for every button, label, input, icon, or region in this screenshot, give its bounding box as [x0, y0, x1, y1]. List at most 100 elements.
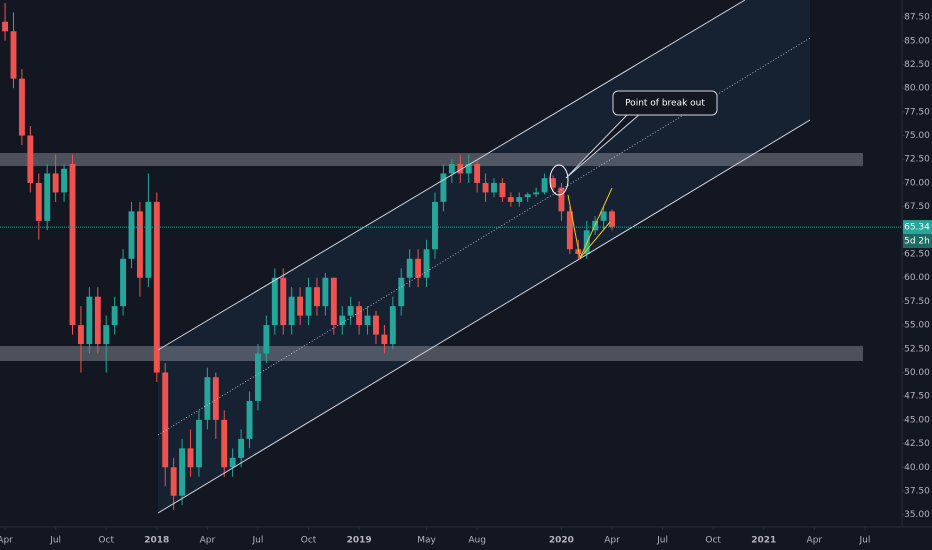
candle-body — [44, 173, 51, 221]
candle-body — [364, 315, 371, 326]
candle-body — [541, 178, 548, 193]
candle-body — [322, 277, 329, 307]
candle-body — [10, 31, 17, 79]
y-tick-label: 42.50 — [904, 439, 930, 449]
candle-body — [432, 201, 438, 250]
candle-body — [94, 296, 101, 345]
candle-body — [86, 296, 93, 345]
channel-fill — [158, 0, 810, 513]
channel-upper — [157, 0, 746, 351]
x-tick-label: Oct — [705, 536, 721, 546]
countdown-box — [903, 234, 932, 249]
candle-body — [145, 201, 152, 278]
x-tick-label: Apr — [0, 536, 13, 546]
candle-body — [212, 377, 219, 420]
y-tick-label: 52.50 — [904, 344, 930, 354]
candle-body — [499, 182, 506, 198]
candle-body — [27, 135, 34, 183]
y-tick-label: 47.50 — [904, 392, 930, 402]
last-price-box — [903, 220, 932, 235]
x-tick-label: 2019 — [347, 536, 372, 546]
y-tick-label: 37.50 — [904, 486, 930, 496]
candle-body — [280, 277, 287, 326]
y-tick-label: 62.50 — [904, 250, 930, 260]
x-tick-label: Jul — [858, 536, 870, 546]
candle-body — [18, 78, 25, 136]
candle-body — [533, 192, 540, 195]
candle-body — [398, 277, 405, 307]
candle-body — [457, 163, 464, 174]
candle-body — [507, 197, 514, 202]
candle-body — [52, 173, 59, 193]
candle-body — [566, 211, 573, 250]
candle-body — [381, 334, 388, 345]
candle-body — [204, 377, 211, 420]
candle-body — [170, 467, 177, 496]
candle-body — [221, 419, 228, 468]
candle-body — [77, 325, 84, 345]
y-tick-label: 82.50 — [904, 60, 930, 70]
y-tick-label: 40.00 — [904, 463, 930, 473]
y-tick-label: 85.00 — [904, 36, 930, 46]
candle-body — [465, 163, 472, 174]
candle-body — [482, 182, 489, 193]
candle-body — [347, 306, 354, 316]
candle-body — [373, 315, 379, 335]
y-tick-label: 75.00 — [904, 131, 930, 141]
callout-box — [612, 90, 718, 116]
candle-body — [187, 448, 194, 468]
last-price-label: 65.34 — [904, 223, 930, 233]
x-tick-label: 2018 — [144, 536, 169, 546]
candle-body — [136, 211, 143, 278]
y-tick-label: 55.00 — [904, 321, 930, 331]
candle-body — [314, 287, 320, 307]
candle-body — [35, 182, 42, 221]
x-tick-label: Apr — [807, 536, 823, 546]
support-zone — [0, 346, 863, 361]
y-tick-label: 50.00 — [904, 368, 930, 378]
y-tick-label: 60.00 — [904, 273, 930, 283]
candle-body — [288, 296, 295, 326]
candle-body — [491, 182, 497, 193]
y-tick-label: 80.00 — [904, 84, 930, 94]
candle-body — [339, 315, 346, 326]
candle-body — [448, 163, 455, 174]
candle-body — [516, 197, 523, 202]
y-tick-label: 57.50 — [904, 297, 930, 307]
x-tick-label: Oct — [98, 536, 114, 546]
callout-text: Point of break out — [625, 99, 705, 109]
candle-body — [600, 211, 607, 221]
candle-body — [406, 258, 413, 278]
y-tick-label: 35.00 — [904, 510, 930, 520]
candle-body — [297, 296, 304, 316]
candle-body — [238, 438, 245, 458]
candle-body — [550, 178, 556, 188]
channel-lower — [157, 119, 811, 514]
wedge-lower — [579, 221, 611, 259]
y-tick-label: 45.00 — [904, 415, 930, 425]
candle-body — [179, 448, 186, 496]
x-tick-label: 2020 — [549, 536, 574, 546]
candle-body — [153, 201, 160, 373]
candle-body — [524, 194, 531, 198]
breakout-circle — [549, 164, 569, 196]
candle-body — [305, 287, 312, 316]
candle-body — [128, 211, 135, 259]
x-tick-label: 2021 — [751, 536, 776, 546]
candle-body — [423, 249, 430, 278]
x-tick-label: Jul — [49, 536, 61, 546]
x-tick-label: Apr — [604, 536, 620, 546]
candle-body — [389, 306, 396, 345]
candle-body — [474, 163, 481, 183]
candle-body — [255, 353, 261, 401]
y-tick-label: 72.50 — [904, 155, 930, 165]
candle-body — [195, 419, 202, 468]
candle-body — [271, 277, 278, 326]
candle-body — [246, 400, 253, 439]
x-tick-label: Apr — [200, 536, 216, 546]
candle-body — [440, 173, 447, 202]
countdown-label: 5d 2h — [904, 237, 930, 247]
candle-body — [263, 325, 270, 354]
